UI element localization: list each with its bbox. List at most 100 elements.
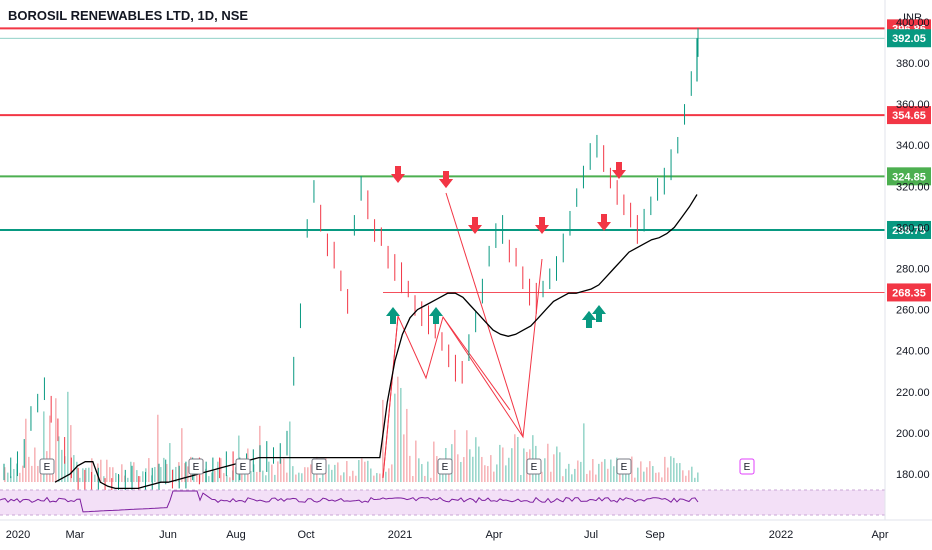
- volume-bar: [430, 477, 432, 482]
- volume-bar: [517, 437, 519, 482]
- volume-bar: [673, 457, 675, 482]
- sell-arrow-icon: [597, 214, 611, 231]
- volume-bar: [598, 463, 600, 482]
- volume-bar: [625, 468, 627, 482]
- volume-bar: [97, 463, 99, 482]
- volume-bar: [388, 468, 390, 482]
- pattern-line: [382, 315, 399, 479]
- time-tick-label: Aug: [226, 529, 246, 541]
- volume-bar: [355, 475, 357, 482]
- volume-bar: [418, 458, 420, 482]
- price-tick-label: 240.00: [896, 346, 930, 358]
- volume-bar: [649, 461, 651, 482]
- volume-bar: [244, 473, 246, 482]
- volume-bar: [196, 472, 198, 482]
- volume-bar: [502, 447, 504, 482]
- volume-bar: [187, 466, 189, 482]
- volume-bar: [22, 465, 24, 482]
- time-tick-label: Mar: [66, 529, 85, 541]
- level-badge: [887, 167, 931, 186]
- volume-bar: [436, 456, 438, 482]
- volume-bar: [496, 464, 498, 482]
- volume-bar: [166, 464, 168, 482]
- volume-bar: [352, 470, 354, 482]
- volume-bar: [208, 476, 210, 482]
- volume-bar: [646, 467, 648, 482]
- volume-bar: [61, 449, 63, 482]
- volume-bar: [607, 468, 609, 482]
- volume-bar: [289, 421, 291, 482]
- volume-bar: [475, 437, 477, 482]
- volume-bar: [10, 476, 12, 482]
- buy-arrow-icon: [429, 307, 443, 324]
- volume-bar: [697, 472, 699, 482]
- volume-bar: [655, 472, 657, 482]
- volume-bar: [613, 466, 615, 482]
- volume-bar: [463, 457, 465, 482]
- volume-bar: [409, 455, 411, 482]
- volume-bar: [565, 468, 567, 482]
- volume-bar: [121, 464, 123, 482]
- volume-bar: [622, 468, 624, 482]
- volume-bar: [55, 398, 57, 482]
- volume-bar: [250, 470, 252, 482]
- earnings-icon: [311, 458, 327, 475]
- volume-bar: [457, 454, 459, 482]
- volume-bar: [283, 458, 285, 482]
- volume-bar: [562, 476, 564, 482]
- price-tick-label: 320.00: [896, 181, 930, 193]
- volume-bar: [286, 472, 288, 482]
- signal-arrows: [386, 162, 626, 328]
- volume-bar: [16, 463, 18, 482]
- volume-bar: [25, 418, 27, 482]
- volume-bar: [37, 465, 39, 482]
- volume-bar: [637, 467, 639, 482]
- volume-bar: [550, 471, 552, 482]
- pattern-lines: [382, 192, 543, 479]
- volume-bar: [643, 471, 645, 482]
- time-tick-label: 2020: [6, 529, 30, 541]
- volume-bar: [484, 465, 486, 482]
- time-tick-label: 2022: [769, 529, 793, 541]
- earnings-label: E: [442, 462, 449, 473]
- volume-bar: [256, 471, 258, 482]
- volume-bar: [580, 461, 582, 482]
- volume-bar: [601, 461, 603, 482]
- moving-average-line: [54, 194, 698, 490]
- volume-bar: [367, 460, 369, 482]
- sell-arrow-icon: [612, 162, 626, 179]
- level-badge-label: 324.85: [892, 171, 926, 183]
- rsi-line: [0, 490, 699, 513]
- level-badge-label: 392.05: [892, 33, 926, 45]
- volume-bar: [313, 471, 315, 482]
- volume-bar: [499, 444, 501, 482]
- volume-bar: [274, 474, 276, 482]
- volume-bar: [100, 459, 102, 482]
- pattern-line: [445, 192, 524, 438]
- volume-bar: [160, 467, 162, 482]
- time-tick-label: Oct: [297, 529, 314, 541]
- volume-bar: [481, 456, 483, 482]
- volume-bar: [433, 441, 435, 482]
- price-tick-label: 260.00: [896, 305, 930, 317]
- volume-bar: [133, 462, 135, 482]
- price-tick-label: 180.00: [896, 469, 930, 481]
- volume-bar: [385, 471, 387, 482]
- volume-bar: [58, 436, 60, 482]
- earnings-icon: [437, 458, 453, 475]
- volume-bar: [343, 472, 345, 482]
- volume-bar: [31, 465, 33, 482]
- volume-bar: [88, 467, 90, 482]
- volume-bar: [508, 457, 510, 482]
- time-tick-label: Sep: [645, 529, 665, 541]
- volume-bar: [454, 429, 456, 482]
- volume-bar: [226, 475, 228, 482]
- volume-bar: [412, 476, 414, 482]
- volume-bar: [577, 460, 579, 482]
- volume-bar: [520, 475, 522, 482]
- volume-bar: [106, 459, 108, 482]
- volume-bar: [361, 458, 363, 482]
- level-badge: [887, 106, 931, 125]
